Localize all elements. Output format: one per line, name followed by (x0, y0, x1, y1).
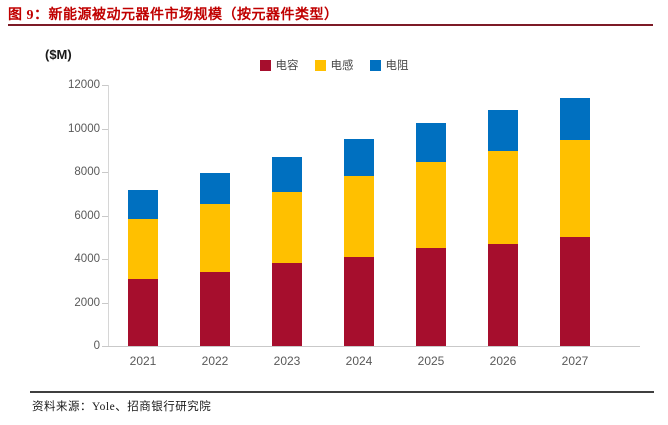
x-tick-label: 2025 (417, 354, 445, 368)
y-tick-label: 12000 (68, 79, 100, 91)
legend-label: 电容 (275, 60, 299, 72)
x-tick-label: 2026 (489, 354, 517, 368)
x-tick-label: 2022 (201, 354, 229, 368)
y-tick-label: 0 (93, 340, 100, 352)
legend-swatch-icon (369, 59, 381, 71)
y-tick-mark (102, 346, 108, 347)
bar-2021 (128, 190, 158, 346)
x-tick-label: 2021 (129, 354, 157, 368)
y-tick-mark (102, 85, 108, 86)
y-tick-label: 8000 (74, 166, 100, 178)
y-tick-label: 10000 (68, 122, 100, 135)
y-tick-label: 2000 (74, 296, 100, 309)
legend-item-电感: 电感 (314, 57, 354, 73)
title-underline (8, 24, 653, 26)
bar-segment-2026-电容 (488, 243, 518, 346)
bar-segment-2021-电容 (128, 278, 158, 346)
bar-segment-2025-电阻 (416, 123, 446, 163)
bar-segment-2024-电容 (344, 256, 374, 346)
source-note: 资料来源：Yole、招商银行研究院 (32, 401, 212, 413)
x-tick-label: 2023 (273, 354, 301, 368)
x-axis-baseline (108, 346, 640, 347)
bar-2022 (200, 173, 230, 346)
bar-2027 (560, 98, 590, 346)
x-tick-label: 2027 (561, 354, 589, 368)
figure-title: 图 9：新能源被动元器件市场规模（按元器件类型） (8, 8, 339, 23)
bar-2024 (344, 139, 374, 346)
legend-item-电阻: 电阻 (369, 57, 409, 73)
legend-label: 电感 (330, 60, 354, 72)
y-tick-mark (102, 128, 108, 130)
x-tick-label: 2024 (345, 354, 373, 368)
legend-label: 电阻 (385, 60, 409, 72)
bar-2026 (488, 110, 518, 346)
bar-segment-2022-电容 (200, 272, 230, 346)
y-tick-mark (102, 172, 108, 173)
bar-segment-2021-电阻 (128, 190, 158, 219)
bar-segment-2023-电感 (272, 191, 302, 264)
bar-segment-2027-电阻 (560, 98, 590, 141)
y-axis-line (108, 85, 109, 346)
y-tick-label: 4000 (74, 253, 100, 265)
bar-segment-2023-电容 (272, 263, 302, 346)
bar-segment-2025-电感 (416, 162, 446, 249)
y-tick-mark (102, 259, 108, 260)
bar-segment-2022-电感 (200, 203, 230, 273)
y-tick-mark (102, 302, 108, 304)
footer-divider-line (30, 391, 654, 393)
bar-2023 (272, 156, 302, 346)
legend-swatch-icon (259, 59, 271, 71)
y-tick-label: 6000 (74, 209, 100, 222)
bar-segment-2024-电感 (344, 176, 374, 257)
bar-segment-2026-电感 (488, 151, 518, 244)
bar-segment-2025-电容 (416, 248, 446, 346)
y-tick-mark (102, 215, 108, 217)
bar-segment-2026-电阻 (488, 110, 518, 152)
bar-segment-2027-电容 (560, 237, 590, 346)
legend-swatch-icon (314, 59, 326, 71)
chart-legend: 电容 电感 电阻 (0, 57, 668, 73)
legend-item-电容: 电容 (259, 57, 299, 73)
bar-segment-2023-电阻 (272, 156, 302, 192)
bar-2025 (416, 123, 446, 346)
bar-segment-2024-电阻 (344, 139, 374, 177)
bar-segment-2027-电感 (560, 140, 590, 238)
bar-segment-2022-电阻 (200, 173, 230, 204)
bar-segment-2021-电感 (128, 218, 158, 279)
y-axis-unit-label: ($M) (45, 47, 72, 62)
